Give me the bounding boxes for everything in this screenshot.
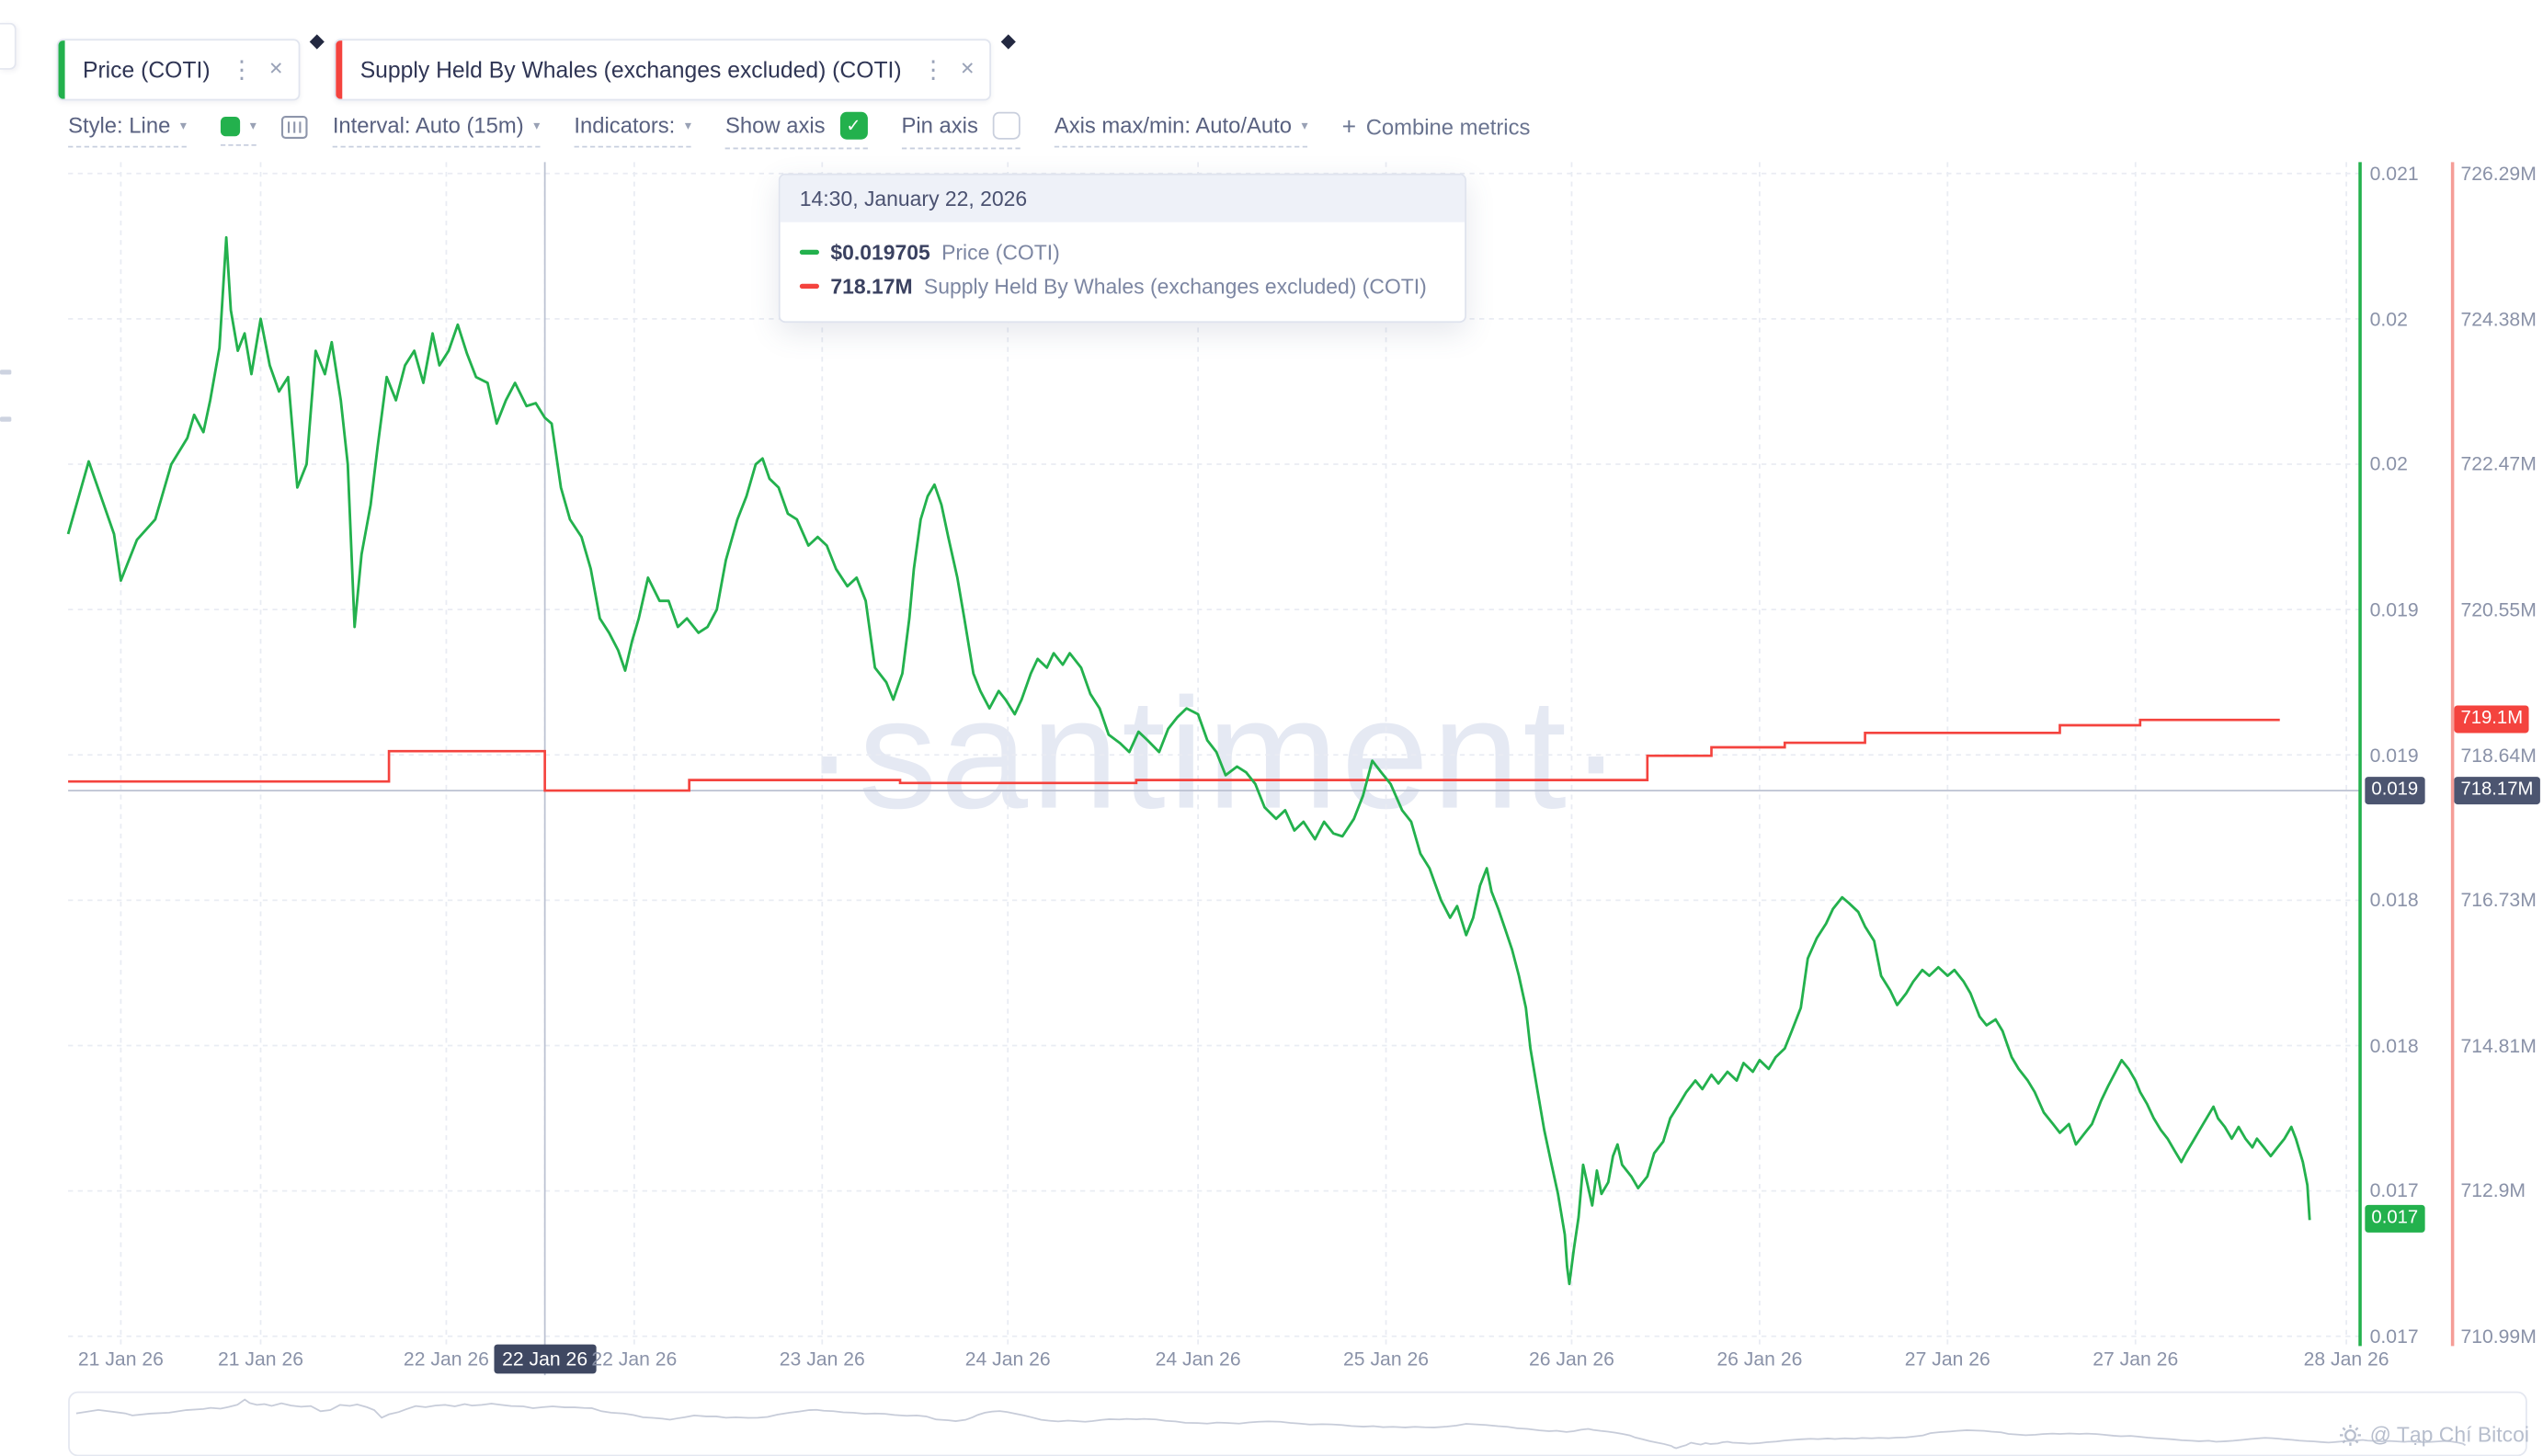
show-axis-toggle[interactable]: Show axis ✓ — [725, 111, 868, 150]
axis-maxmin-selector[interactable]: Axis max/min: Auto/Auto ▾ — [1054, 113, 1308, 148]
pin-axis-checkbox[interactable]: ✓ — [992, 111, 1021, 140]
left-panel-edge — [0, 22, 17, 70]
left-edge-mark — [0, 370, 12, 375]
interval-selector[interactable]: Interval: Auto (15m) ▾ — [332, 113, 541, 148]
pin-axis-toggle[interactable]: Pin axis ✓ — [901, 111, 1021, 150]
left-edge-mark — [0, 416, 12, 422]
combine-metrics-label: Combine metrics — [1365, 114, 1531, 139]
metric-chip-price[interactable]: Price (COTI) ⋮ ✕ — [56, 39, 301, 101]
price-line — [66, 235, 2311, 1286]
credit-watermark: @ Tạp Chí Bitcoi — [2339, 1422, 2529, 1447]
navigator-sparkline — [75, 1398, 2467, 1450]
color-swatch — [221, 116, 241, 136]
close-icon[interactable]: ✕ — [268, 59, 284, 79]
chart-toolbar: Style: Line ▾ ▾ Interval: Auto (15m) ▾ I… — [68, 111, 1531, 150]
interval-selector-label: Interval: Auto (15m) — [332, 113, 524, 138]
style-selector[interactable]: Style: Line ▾ — [68, 113, 188, 148]
gridlines — [68, 162, 2361, 1347]
close-icon[interactable]: ✕ — [960, 59, 975, 79]
axis-maxmin-label: Axis max/min: Auto/Auto — [1054, 113, 1292, 138]
whale-supply-line — [68, 718, 2280, 792]
metric-chip-label: Price (COTI) — [82, 56, 211, 83]
tooltip-body: $0.019705 Price (COTI) 718.17M Supply He… — [781, 222, 1465, 322]
gear-icon — [2340, 1424, 2361, 1445]
show-axis-checkbox[interactable]: ✓ — [839, 111, 868, 140]
price-line-swatch — [799, 249, 819, 255]
chart-type-icon[interactable] — [280, 115, 308, 146]
timeline-navigator[interactable] — [68, 1391, 2527, 1456]
combine-metrics-button[interactable]: + Combine metrics — [1342, 113, 1531, 149]
indicators-selector[interactable]: Indicators: ▾ — [574, 114, 691, 148]
chevron-down-icon: ▾ — [684, 118, 691, 133]
tooltip-supply-label: Supply Held By Whales (exchanges exclude… — [923, 274, 1427, 299]
supply-line-swatch — [799, 283, 819, 290]
tooltip-row-supply: 718.17M Supply Held By Whales (exchanges… — [799, 269, 1445, 303]
show-axis-label: Show axis — [725, 113, 826, 138]
tooltip-supply-value: 718.17M — [830, 274, 913, 299]
metric-color-bar — [336, 40, 343, 99]
chevron-down-icon: ▾ — [1301, 118, 1308, 133]
credit-text: @ Tạp Chí Bitcoi — [2369, 1422, 2529, 1447]
drag-handle-icon[interactable]: ◆ — [309, 28, 325, 52]
drag-handle-icon[interactable]: ◆ — [1000, 28, 1016, 52]
metric-chip-label: Supply Held By Whales (exchanges exclude… — [359, 56, 902, 83]
kebab-menu-icon[interactable]: ⋮ — [229, 55, 255, 84]
chevron-down-icon: ▾ — [249, 118, 257, 133]
tooltip-price-label: Price (COTI) — [941, 240, 1060, 265]
style-selector-label: Style: Line — [68, 113, 171, 138]
chevron-down-icon: ▾ — [533, 118, 541, 133]
color-swatch-selector[interactable]: ▾ — [221, 116, 257, 145]
pin-axis-label: Pin axis — [901, 113, 978, 138]
chart-tooltip: 14:30, January 22, 2026 $0.019705 Price … — [778, 173, 1466, 324]
chevron-down-icon: ▾ — [179, 118, 188, 133]
kebab-menu-icon[interactable]: ⋮ — [920, 55, 946, 84]
tooltip-timestamp: 14:30, January 22, 2026 — [780, 175, 1465, 222]
metric-color-bar — [58, 40, 65, 99]
tooltip-row-price: $0.019705 Price (COTI) — [799, 235, 1445, 269]
plus-icon: + — [1341, 112, 1357, 141]
indicators-selector-label: Indicators: — [574, 113, 676, 138]
santiment-watermark: ·santiment· — [803, 665, 1625, 842]
tooltip-price-value: $0.019705 — [830, 240, 930, 265]
navigator-price-line — [75, 1398, 2467, 1450]
metric-chips-row: Price (COTI) ⋮ ✕ ◆ Supply Held By Whales… — [56, 31, 1016, 101]
metric-chip-whale-supply[interactable]: Supply Held By Whales (exchanges exclude… — [334, 39, 992, 101]
